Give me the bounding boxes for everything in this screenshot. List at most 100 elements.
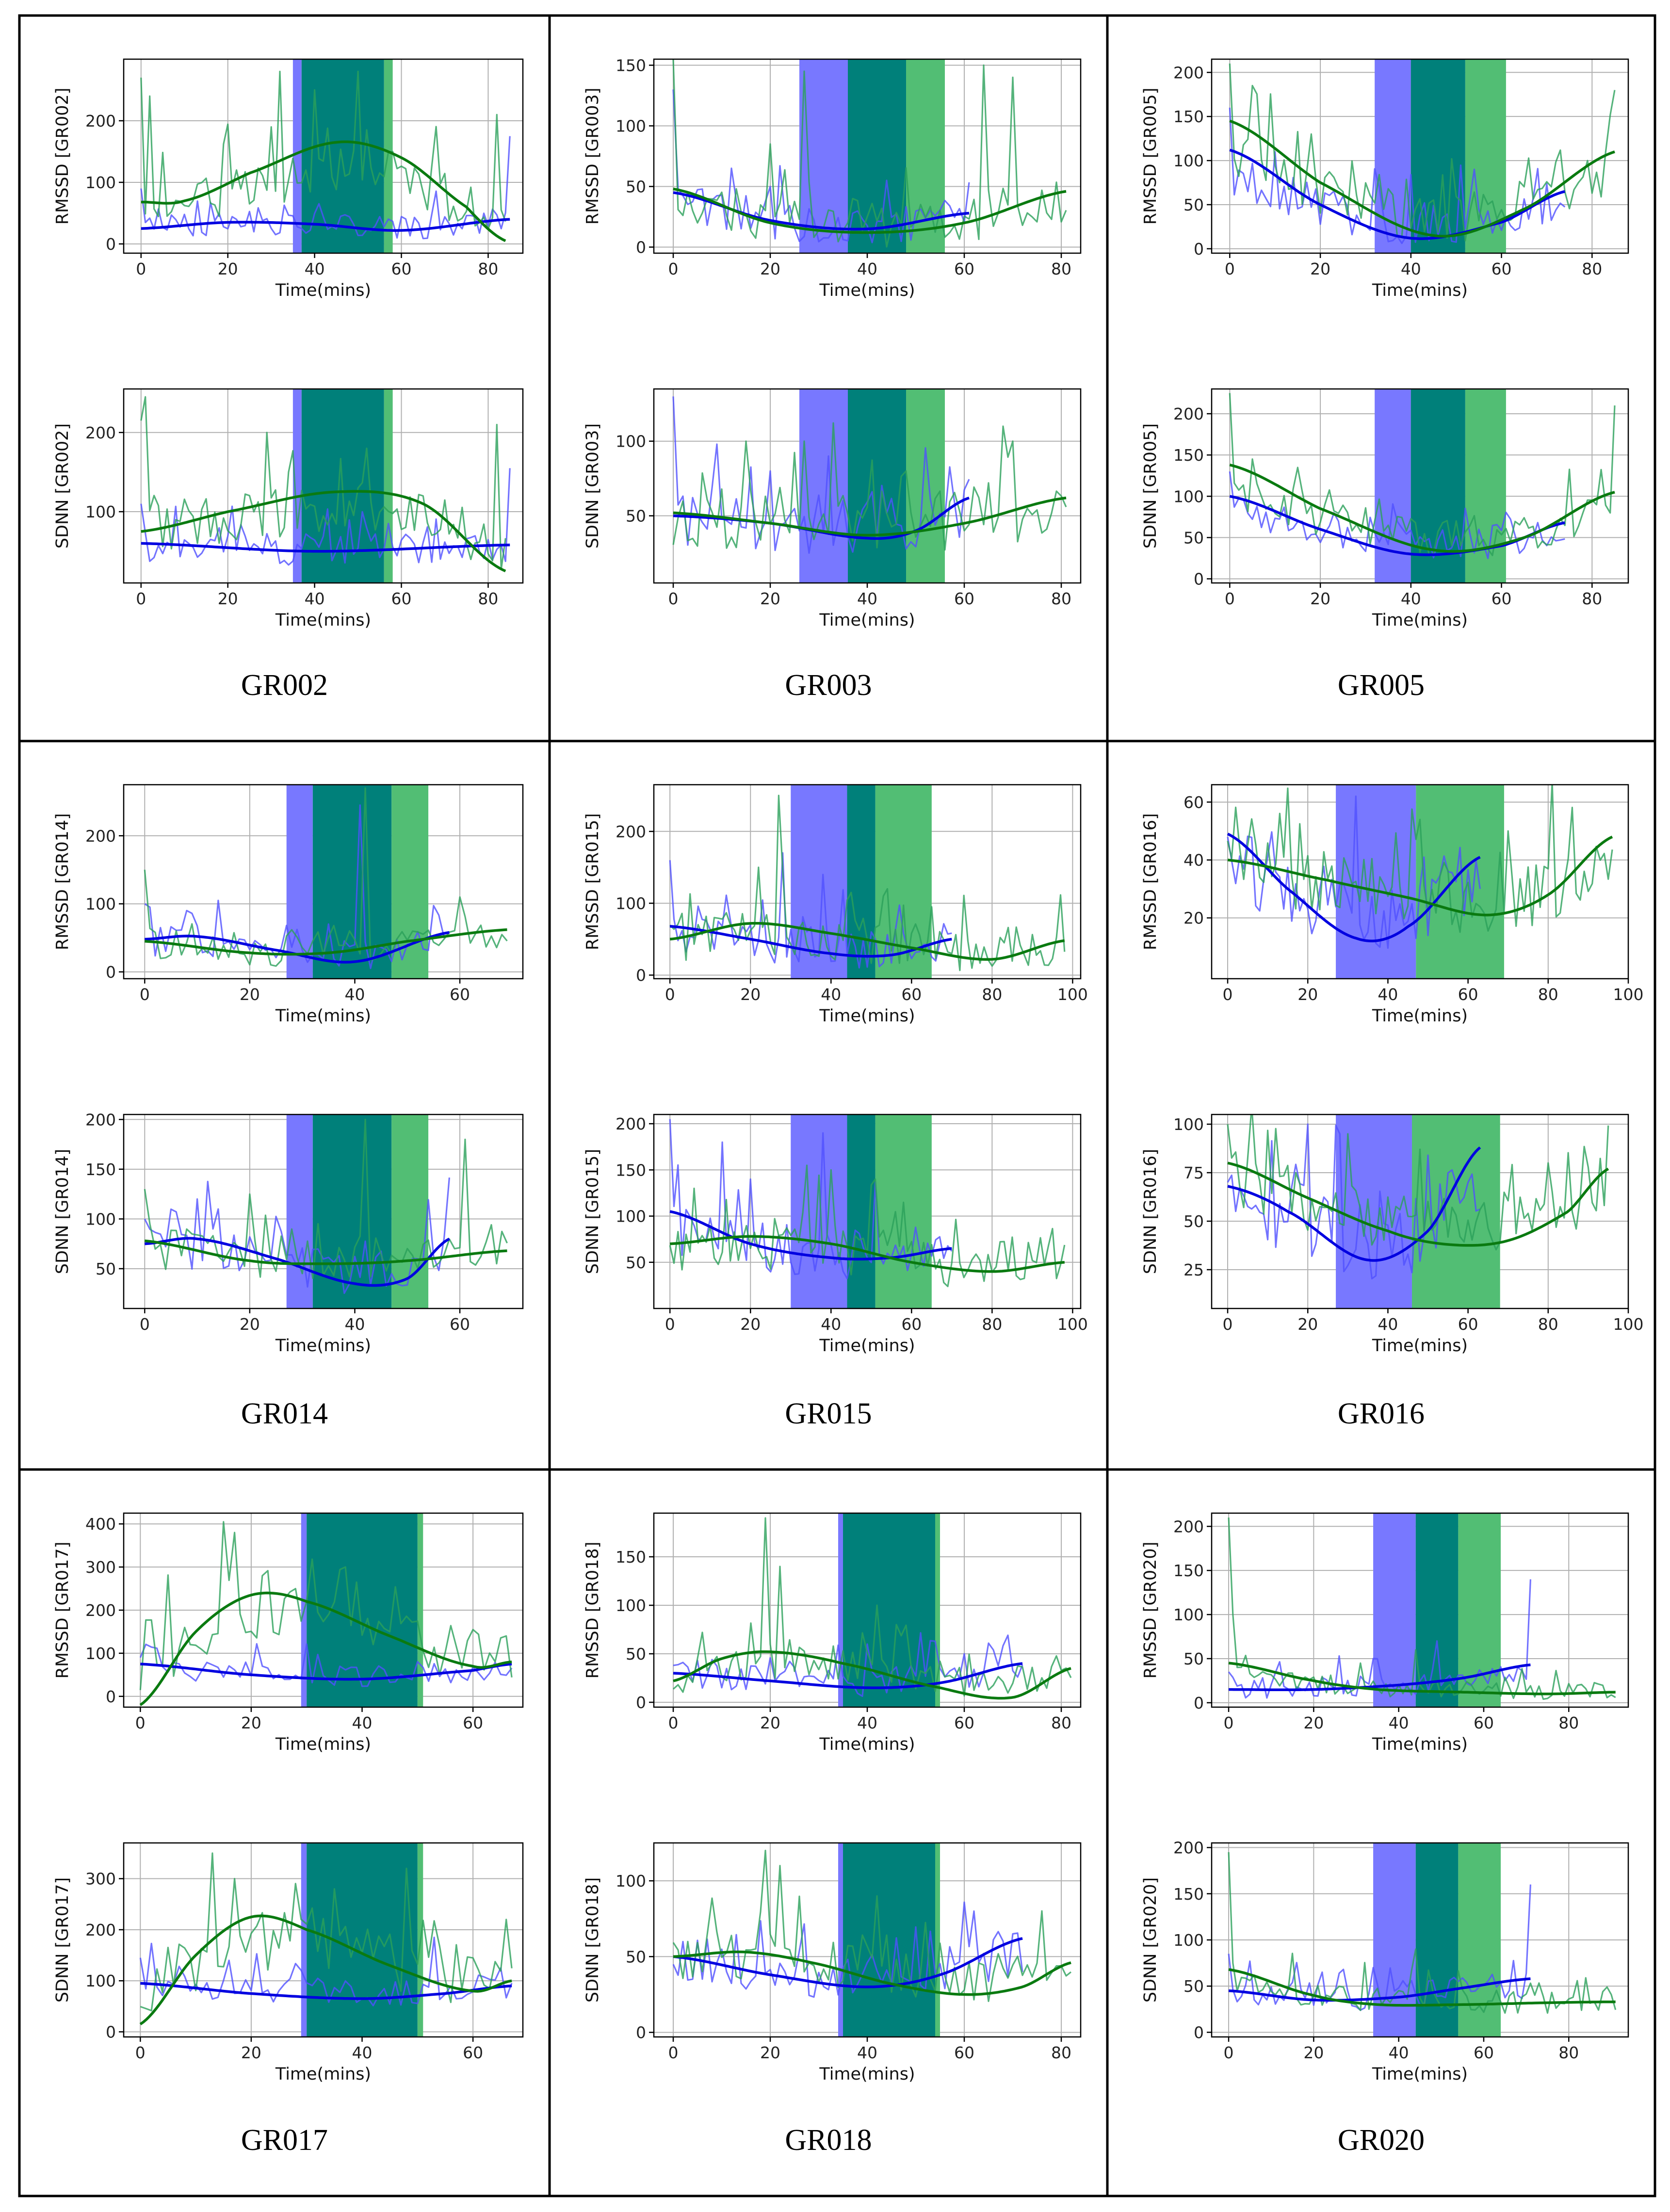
plot-sdnn-gr017: 0 20 40 60 0 100 200 300 Time(mins) SDNN [GR017]	[53, 1842, 524, 2084]
green-fit-curve	[145, 1239, 507, 1265]
y-tick-label: 100	[1173, 1605, 1204, 1624]
green-fit-curve	[673, 187, 1067, 234]
x-tick-label: 0	[1223, 1315, 1233, 1334]
x-tick-label: 60	[463, 1713, 483, 1732]
x-axis-label: Time(mins)	[275, 611, 371, 630]
x-tick-label: 20	[740, 985, 761, 1004]
y-tick-label: 200	[1173, 1517, 1204, 1536]
plot-rmssd-gr002: 0 20 40 60 80 0 100 200 Time(mins) RMSSD [GR002]	[53, 58, 524, 300]
y-axis-label: SDNN [GR020]	[1141, 1877, 1160, 2002]
green-raw-series	[1228, 1852, 1617, 2014]
x-tick-label: 60	[954, 589, 974, 608]
green-raw-series	[1227, 785, 1613, 933]
y-tick-label: 0	[1194, 569, 1204, 588]
blue-raw-series	[144, 804, 450, 969]
green-raw-series	[140, 70, 506, 230]
blue-fit-curve	[673, 1662, 1023, 1689]
plot-sdnn-gr016: 0 20 40 60 80 100 25 50 75 100 Time(mins) SDNN [GR0…	[1141, 1114, 1644, 1356]
x-tick-label: 20	[1310, 259, 1330, 278]
x-tick-label: 20	[760, 1713, 780, 1732]
x-tick-label: 80	[1051, 259, 1071, 278]
x-tick-label: 60	[954, 1713, 974, 1732]
blue-phase-band	[1336, 785, 1416, 979]
green-fit-curve	[141, 490, 506, 573]
green-fit-curve	[673, 1650, 1071, 1700]
x-tick-label: 40	[305, 259, 325, 278]
y-tick-label: 100	[85, 502, 116, 521]
x-tick-label: 40	[857, 1713, 877, 1732]
x-tick-label: 40	[1389, 1713, 1409, 1732]
green-fit-curve	[139, 1591, 512, 1706]
y-tick-label: 200	[1173, 404, 1204, 423]
blue-raw-series	[140, 136, 511, 240]
plot-frame	[653, 1114, 1082, 1309]
x-tick-label: 80	[1558, 2043, 1579, 2062]
x-tick-label: 20	[1310, 589, 1330, 608]
green-phase-band	[935, 1843, 940, 2037]
plot-frame	[1211, 58, 1629, 254]
y-tick-label: 50	[1184, 1649, 1204, 1668]
y-tick-label: 0	[1194, 1694, 1204, 1712]
x-tick-label: 20	[760, 259, 780, 278]
y-tick-label: 200	[85, 423, 116, 442]
blue-fit-curve	[140, 1982, 512, 2000]
x-tick-label: 60	[463, 2043, 483, 2062]
x-tick-label: 0	[665, 1315, 675, 1334]
plot-rmssd-gr005: 0 20 40 60 80 0 50 100 150 200 Time(mins) RMSSD [GR…	[1141, 58, 1629, 300]
y-axis-label: RMSSD [GR002]	[53, 88, 72, 225]
y-tick-label: 0	[106, 2022, 116, 2041]
blue-raw-series	[1228, 1579, 1531, 1699]
x-tick-label: 60	[391, 259, 412, 278]
x-axis-label: Time(mins)	[275, 281, 371, 300]
y-tick-label: 200	[616, 1114, 646, 1133]
y-tick-label: 100	[85, 1644, 116, 1663]
x-axis-label: Time(mins)	[1372, 611, 1468, 630]
overlap-phase-band	[307, 1843, 418, 2037]
y-tick-label: 50	[1184, 1977, 1204, 1996]
blue-fit-curve	[669, 1210, 952, 1260]
x-tick-label: 80	[1051, 1713, 1071, 1732]
plot-rmssd-gr017: 0 20 40 60 0 100 200 300 400 Time(mins) RMSSD [GR0…	[53, 1512, 524, 1754]
x-tick-label: 80	[1051, 2043, 1071, 2062]
y-axis-label: SDNN [GR005]	[1141, 423, 1160, 549]
x-tick-label: 40	[344, 1315, 365, 1334]
x-tick-label: 0	[140, 1315, 150, 1334]
y-tick-label: 150	[616, 1161, 646, 1179]
blue-raw-series	[1227, 795, 1481, 949]
x-tick-label: 20	[241, 2043, 261, 2062]
y-tick-label: 200	[85, 1601, 116, 1620]
blue-raw-series	[669, 852, 952, 969]
panel-gr018: 0 20 40 60 80 0 50 100 150 Time(mins) RMSSD [GR018…	[583, 1512, 1082, 2084]
x-axis-label: Time(mins)	[1372, 1735, 1468, 1754]
blue-fit-curve	[1227, 833, 1481, 942]
green-phase-band	[417, 1513, 423, 1707]
caption-gr020: GR020	[1337, 2124, 1425, 2157]
y-tick-label: 100	[616, 432, 646, 451]
y-tick-label: 100	[616, 117, 646, 136]
plot-frame	[1211, 1114, 1629, 1309]
blue-fit-curve	[145, 1237, 450, 1287]
green-fit-curve	[141, 140, 506, 242]
blue-fit-curve	[1229, 148, 1566, 240]
y-tick-label: 50	[626, 507, 646, 526]
blue-fit-curve	[673, 1937, 1023, 1988]
x-tick-label: 80	[1558, 1713, 1579, 1732]
x-tick-label: 40	[344, 985, 365, 1004]
x-tick-label: 60	[1458, 985, 1478, 1004]
plot-rmssd-gr020: 0 20 40 60 80 0 50 100 150 200 Time(mins) RMSSD [GR…	[1141, 1512, 1629, 1754]
x-tick-label: 20	[240, 1315, 260, 1334]
panel-gr014: 0 20 40 60 0 100 200 Time(mins) RMSSD [GR014] 0 20…	[53, 784, 524, 1356]
green-phase-band	[906, 389, 945, 583]
x-tick-label: 0	[1225, 259, 1235, 278]
green-fit-curve	[1229, 463, 1615, 553]
y-axis-label: SDNN [GR014]	[53, 1149, 72, 1274]
green-fit-curve	[1227, 1162, 1609, 1247]
x-axis-label: Time(mins)	[819, 1336, 915, 1356]
blue-phase-band	[838, 1513, 843, 1707]
plot-frame	[1211, 784, 1629, 980]
blue-raw-series	[673, 1632, 1023, 1697]
plot-rmssd-gr018: 0 20 40 60 80 0 50 100 150 Time(mins) RMSSD [GR018…	[583, 1512, 1082, 1754]
caption-gr003: GR003	[785, 669, 872, 702]
x-axis-label: Time(mins)	[1372, 1336, 1468, 1356]
x-axis-label: Time(mins)	[275, 1006, 371, 1026]
